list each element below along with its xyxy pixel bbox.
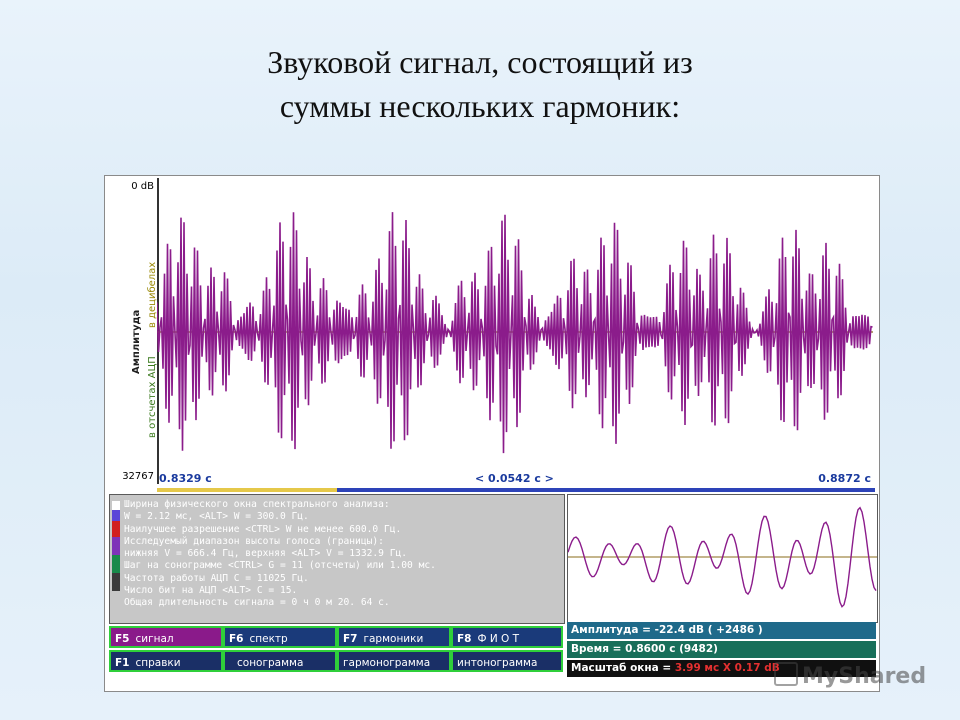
info-line: Наилучшее разрешение <CTRL> W не менее 6… [124,523,402,535]
f8-fiot-button[interactable]: F8 Ф И О Т [451,626,563,648]
info-line: Число бит на АЦП <ALT> C = 15. [124,585,298,597]
zoom-waveform-panel [567,494,878,623]
info-lines: Ширина физического окна спектрального ан… [124,499,560,610]
waveform-signal [157,212,873,454]
f6-spectrum-button[interactable]: F6 спектр [223,626,337,648]
info-line: Частота работы АЦП C = 11025 Гц. [124,572,309,584]
status-panel: Амплитуда = -22.4 dB ( +2486 ) Время = 0… [567,622,876,678]
f1-help-button[interactable]: F1 справки [109,650,223,672]
slide-title-line1: Звуковой сигнал, состоящий из [267,44,693,80]
info-panel: Ширина физического окна спектрального ан… [109,494,565,624]
status-time: Время = 0.8600 c (9482) [567,641,876,658]
watermark-logo: MyShared [774,662,926,689]
amplitude-axis: 0 dB 32767 Амплитуда в отсчетах АЦП в де… [113,178,159,484]
axis-title: Амплитуда [131,309,142,374]
waveform-panel: 0 dB 32767 Амплитуда в отсчетах АЦП в де… [105,176,877,488]
color-legend-bar [112,501,120,591]
intonogram-button[interactable]: интонограмма [451,650,563,672]
time-window: < 0.0542 c > [475,472,554,485]
info-line: W = 2.12 мс, <ALT> W = 300.0 Гц. [124,511,309,523]
harmonogram-button[interactable]: гармонограмма [337,650,451,672]
waveform-plot[interactable] [157,184,873,468]
slide-title: Звуковой сигнал, состоящий из суммы неск… [0,40,960,128]
time-ruler: 0.8329 c < 0.0542 c > 0.8872 c [157,470,875,488]
axis-bottom-label: 32767 [122,471,154,482]
sonogram-button[interactable]: сонограмма [223,650,337,672]
f7-harmonics-button[interactable]: F7 гармоники [337,626,451,648]
watermark-icon [774,662,798,686]
time-start: 0.8329 c [159,472,212,485]
status-scale: Масштаб окна = 3.99 мс X 0.17 dB [567,660,876,677]
zoom-waveform-signal [567,506,877,608]
status-scale-value: 3.99 мс X 0.17 dB [674,662,780,674]
status-amplitude: Амплитуда = -22.4 dB ( +2486 ) [567,622,876,639]
slide-title-line2: суммы нескольких гармоник: [279,88,681,124]
status-scale-label: Масштаб окна = [571,662,672,674]
time-end: 0.8872 c [818,472,871,485]
function-keys: F5 сигнал F6 спектр F7 гармоники F8 Ф И О Т … [109,626,563,678]
time-scrollbar[interactable] [157,488,875,492]
axis-top-label: 0 dB [131,181,154,192]
info-line: Ширина физического окна спектрального ан… [124,499,390,510]
info-line: Общая длительность сигнала = 0 ч 0 м 20.… [124,597,390,609]
info-line: нижняя V = 666.4 Гц, верхняя <ALT> V = 1… [124,548,408,560]
info-line: Шаг на сонограмме <CTRL> G = 11 (отсчеты… [124,560,436,572]
info-line: Исследуемый диапазон высоты голоса (гран… [124,535,384,547]
f5-signal-button[interactable]: F5 сигнал [109,626,223,648]
zoom-waveform-plot[interactable] [567,495,877,622]
audio-analyzer-window: 0 dB 32767 Амплитуда в отсчетах АЦП в де… [104,175,880,692]
time-scrollbar-thumb[interactable] [157,488,337,492]
